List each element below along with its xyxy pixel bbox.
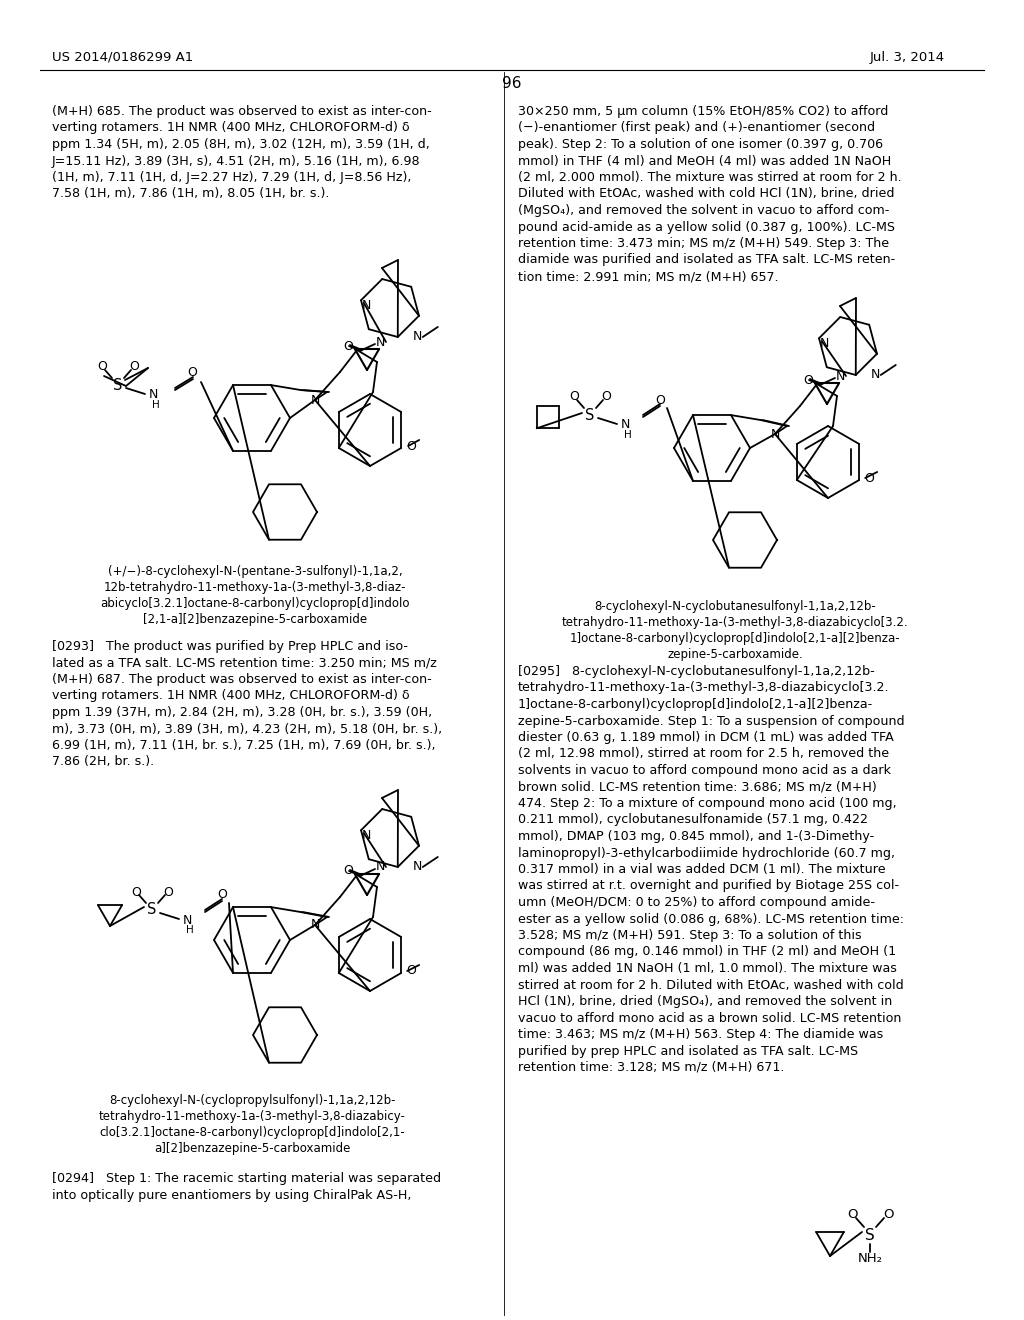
- Text: O: O: [407, 440, 416, 453]
- Text: N: N: [310, 393, 319, 407]
- Text: 96: 96: [502, 77, 522, 91]
- Text: N: N: [182, 913, 191, 927]
- Text: N: N: [413, 330, 423, 343]
- Text: NH₂: NH₂: [857, 1253, 883, 1266]
- Text: O: O: [601, 391, 611, 404]
- Text: N: N: [621, 418, 630, 432]
- Text: [0293]   The product was purified by Prep HPLC and iso-
lated as a TFA salt. LC-: [0293] The product was purified by Prep …: [52, 640, 442, 768]
- Text: 8-cyclohexyl-N-(cyclopropylsulfonyl)-1,1a,2,12b-
tetrahydro-11-methoxy-1a-(3-met: 8-cyclohexyl-N-(cyclopropylsulfonyl)-1,1…: [98, 1094, 406, 1155]
- Text: N: N: [836, 370, 845, 383]
- Text: S: S: [865, 1228, 874, 1242]
- Text: O: O: [803, 374, 813, 387]
- Text: N: N: [310, 919, 319, 932]
- Text: O: O: [407, 965, 416, 978]
- Text: O: O: [97, 360, 106, 374]
- Text: O: O: [343, 865, 353, 878]
- Text: N: N: [413, 861, 423, 874]
- Text: H: H: [624, 430, 632, 440]
- Text: O: O: [217, 888, 227, 902]
- Text: (M+H) 685. The product was observed to exist as inter-con-
verting rotamers. 1H : (M+H) 685. The product was observed to e…: [52, 106, 432, 201]
- Text: O: O: [847, 1209, 857, 1221]
- Text: H: H: [186, 925, 194, 935]
- Text: S: S: [114, 378, 123, 392]
- Text: 8-cyclohexyl-N-cyclobutanesulfonyl-1,1a,2,12b-
tetrahydro-11-methoxy-1a-(3-methy: 8-cyclohexyl-N-cyclobutanesulfonyl-1,1a,…: [562, 601, 908, 661]
- Text: N: N: [148, 388, 158, 401]
- Text: US 2014/0186299 A1: US 2014/0186299 A1: [52, 50, 194, 63]
- Text: O: O: [864, 471, 874, 484]
- Text: N: N: [361, 298, 371, 312]
- Text: N: N: [361, 829, 371, 842]
- Text: N: N: [376, 335, 385, 348]
- Text: O: O: [163, 886, 173, 899]
- Text: S: S: [586, 408, 595, 422]
- Text: S: S: [147, 903, 157, 917]
- Text: [0295]   8-cyclohexyl-N-cyclobutanesulfonyl-1,1a,2,12b-
tetrahydro-11-methoxy-1a: [0295] 8-cyclohexyl-N-cyclobutanesulfony…: [518, 665, 904, 1074]
- Text: 30×250 mm, 5 μm column (15% EtOH/85% CO2) to afford
(−)-enantiomer (first peak) : 30×250 mm, 5 μm column (15% EtOH/85% CO2…: [518, 106, 901, 282]
- Text: Jul. 3, 2014: Jul. 3, 2014: [870, 50, 945, 63]
- Text: O: O: [129, 360, 139, 374]
- Text: O: O: [569, 391, 579, 404]
- Text: O: O: [187, 367, 197, 380]
- Text: O: O: [655, 393, 665, 407]
- Text: [0294]   Step 1: The racemic starting material was separated
into optically pure: [0294] Step 1: The racemic starting mate…: [52, 1172, 441, 1201]
- Text: H: H: [153, 400, 160, 411]
- Text: O: O: [343, 339, 353, 352]
- Text: N: N: [376, 861, 385, 874]
- Text: O: O: [131, 886, 141, 899]
- Text: N: N: [770, 428, 779, 441]
- Text: (+/−)-8-cyclohexyl-N-(pentane-3-sulfonyl)-1,1a,2,
12b-tetrahydro-11-methoxy-1a-(: (+/−)-8-cyclohexyl-N-(pentane-3-sulfonyl…: [100, 565, 410, 626]
- Text: N: N: [871, 368, 881, 381]
- Text: O: O: [883, 1209, 893, 1221]
- Text: N: N: [819, 337, 828, 350]
